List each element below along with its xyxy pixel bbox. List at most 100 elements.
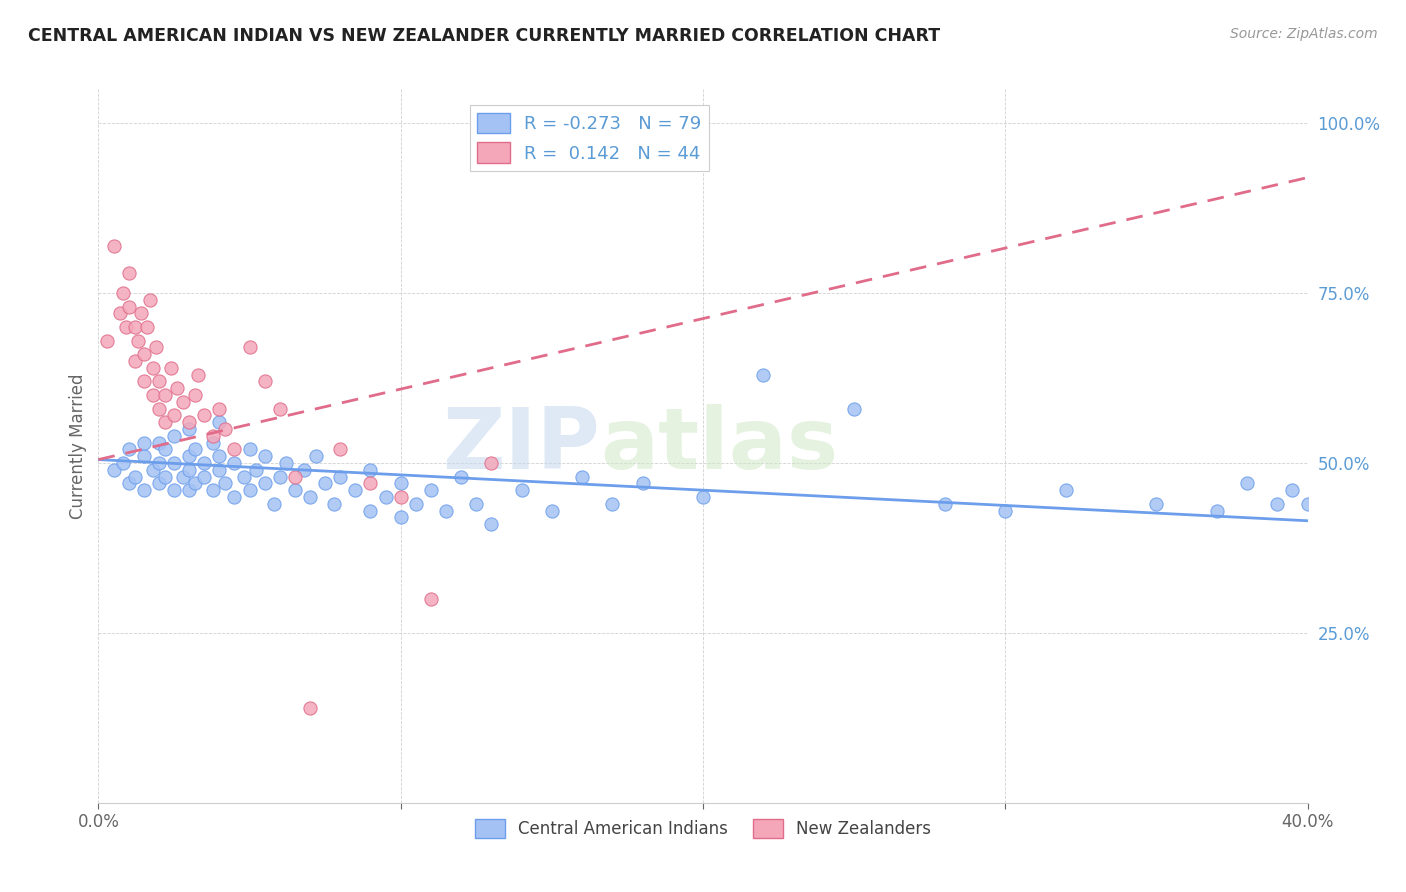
Point xyxy=(148,476,170,491)
Point xyxy=(187,368,209,382)
Point xyxy=(232,469,254,483)
Point xyxy=(631,476,654,491)
Point xyxy=(124,354,146,368)
Legend: Central American Indians, New Zealanders: Central American Indians, New Zealanders xyxy=(468,812,938,845)
Point xyxy=(202,429,225,443)
Text: ZIP: ZIP xyxy=(443,404,600,488)
Point xyxy=(153,388,176,402)
Point xyxy=(142,360,165,375)
Point xyxy=(420,591,443,606)
Point xyxy=(360,463,382,477)
Point xyxy=(124,320,146,334)
Point xyxy=(284,469,307,483)
Point xyxy=(129,306,152,320)
Point xyxy=(118,442,141,457)
Point xyxy=(111,456,134,470)
Point xyxy=(253,476,276,491)
Point xyxy=(163,409,186,423)
Point xyxy=(284,483,307,498)
Point xyxy=(510,483,533,498)
Point xyxy=(139,293,162,307)
Point xyxy=(481,517,503,532)
Point xyxy=(253,449,276,463)
Point xyxy=(142,388,165,402)
Point xyxy=(132,449,155,463)
Point xyxy=(323,497,346,511)
Point xyxy=(224,490,246,504)
Point xyxy=(344,483,367,498)
Point xyxy=(1144,497,1167,511)
Point xyxy=(263,497,285,511)
Point xyxy=(420,483,443,498)
Point xyxy=(160,360,183,375)
Point xyxy=(269,469,291,483)
Point xyxy=(148,435,170,450)
Point xyxy=(172,394,194,409)
Point xyxy=(166,381,188,395)
Point xyxy=(752,368,775,382)
Point xyxy=(184,476,207,491)
Point xyxy=(193,409,215,423)
Point xyxy=(132,375,155,389)
Point xyxy=(465,497,488,511)
Point xyxy=(103,463,125,477)
Point xyxy=(202,483,225,498)
Point xyxy=(269,401,291,416)
Point xyxy=(148,375,170,389)
Point xyxy=(389,476,412,491)
Point xyxy=(114,320,136,334)
Point xyxy=(163,429,186,443)
Point xyxy=(450,469,472,483)
Point xyxy=(145,341,167,355)
Point xyxy=(360,476,382,491)
Point xyxy=(179,422,201,436)
Point xyxy=(111,286,134,301)
Point xyxy=(224,442,246,457)
Point xyxy=(193,469,215,483)
Point xyxy=(118,266,141,280)
Point xyxy=(163,456,186,470)
Point xyxy=(1296,497,1319,511)
Point xyxy=(329,442,352,457)
Point xyxy=(274,456,297,470)
Point xyxy=(153,415,176,429)
Point xyxy=(132,347,155,361)
Point xyxy=(172,469,194,483)
Point xyxy=(184,442,207,457)
Point xyxy=(96,334,118,348)
Point xyxy=(314,476,336,491)
Point xyxy=(994,503,1017,517)
Point xyxy=(148,401,170,416)
Point xyxy=(148,456,170,470)
Point xyxy=(108,306,131,320)
Y-axis label: Currently Married: Currently Married xyxy=(69,373,87,519)
Point xyxy=(1281,483,1303,498)
Point xyxy=(299,700,322,714)
Point xyxy=(208,449,231,463)
Point xyxy=(405,497,427,511)
Point xyxy=(118,476,141,491)
Point xyxy=(239,442,262,457)
Point xyxy=(434,503,457,517)
Point xyxy=(253,375,276,389)
Point xyxy=(934,497,956,511)
Point xyxy=(208,401,231,416)
Point xyxy=(179,449,201,463)
Point xyxy=(127,334,149,348)
Point xyxy=(179,483,201,498)
Point xyxy=(1206,503,1229,517)
Point xyxy=(214,476,236,491)
Point xyxy=(179,415,201,429)
Point xyxy=(571,469,593,483)
Text: atlas: atlas xyxy=(600,404,838,488)
Point xyxy=(224,456,246,470)
Point xyxy=(245,463,267,477)
Text: Source: ZipAtlas.com: Source: ZipAtlas.com xyxy=(1230,27,1378,41)
Point xyxy=(184,388,207,402)
Point xyxy=(602,497,624,511)
Point xyxy=(360,503,382,517)
Point xyxy=(389,510,412,524)
Point xyxy=(305,449,328,463)
Point xyxy=(103,238,125,252)
Point xyxy=(179,463,201,477)
